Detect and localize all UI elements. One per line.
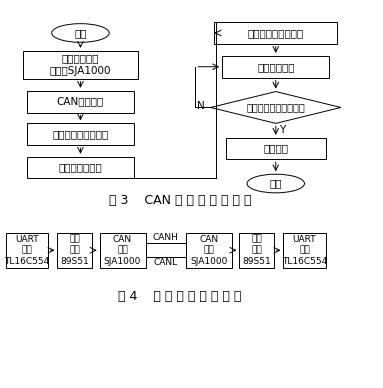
FancyBboxPatch shape: [239, 233, 274, 268]
Ellipse shape: [52, 24, 109, 42]
Text: N: N: [197, 100, 205, 111]
FancyBboxPatch shape: [186, 233, 232, 268]
FancyBboxPatch shape: [27, 91, 134, 113]
Text: 退出复位模式: 退出复位模式: [257, 62, 295, 72]
Text: 图 4    两 个 节 点 通 讯 框 图: 图 4 两 个 节 点 通 讯 框 图: [118, 290, 242, 303]
Text: UART
模块
TL16C554: UART 模块 TL16C554: [4, 235, 49, 266]
Text: 设置输出控制寄存器: 设置输出控制寄存器: [248, 28, 304, 38]
Text: CAN
模块
SJA1000: CAN 模块 SJA1000: [190, 235, 228, 266]
Text: 开始: 开始: [74, 28, 87, 38]
Text: 图 3    CAN 模 块 通 讯 流 程 图: 图 3 CAN 模 块 通 讯 流 程 图: [109, 194, 251, 207]
Text: CAN模式选择: CAN模式选择: [57, 97, 104, 107]
FancyBboxPatch shape: [226, 138, 326, 159]
FancyBboxPatch shape: [100, 233, 146, 268]
FancyBboxPatch shape: [23, 51, 138, 79]
Text: 结束: 结束: [270, 178, 282, 189]
Text: UART
模块
TL16C554: UART 模块 TL16C554: [282, 235, 327, 266]
Text: CAN
模块
SJA1000: CAN 模块 SJA1000: [104, 235, 141, 266]
Text: 设置接收滤波器: 设置接收滤波器: [59, 163, 102, 173]
Text: CANH: CANH: [153, 233, 178, 242]
Text: 设置总线定时寄存器: 设置总线定时寄存器: [52, 129, 108, 139]
Text: 微控
制器
89S51: 微控 制器 89S51: [60, 235, 89, 266]
Text: 微控
制器
89S51: 微控 制器 89S51: [242, 235, 271, 266]
Ellipse shape: [247, 174, 304, 193]
FancyBboxPatch shape: [6, 233, 48, 268]
Text: 启动发送: 启动发送: [263, 144, 288, 154]
FancyBboxPatch shape: [57, 233, 92, 268]
Text: 进入复位模式
初始化SJA1000: 进入复位模式 初始化SJA1000: [50, 54, 111, 76]
Polygon shape: [211, 92, 341, 123]
Text: Y: Y: [280, 125, 286, 135]
FancyBboxPatch shape: [27, 123, 134, 145]
FancyBboxPatch shape: [283, 233, 326, 268]
Text: 发送缓冲器是否有数据: 发送缓冲器是否有数据: [246, 102, 305, 113]
Text: CANL: CANL: [154, 258, 178, 267]
FancyBboxPatch shape: [222, 56, 329, 78]
FancyBboxPatch shape: [27, 157, 134, 178]
FancyBboxPatch shape: [214, 22, 337, 44]
